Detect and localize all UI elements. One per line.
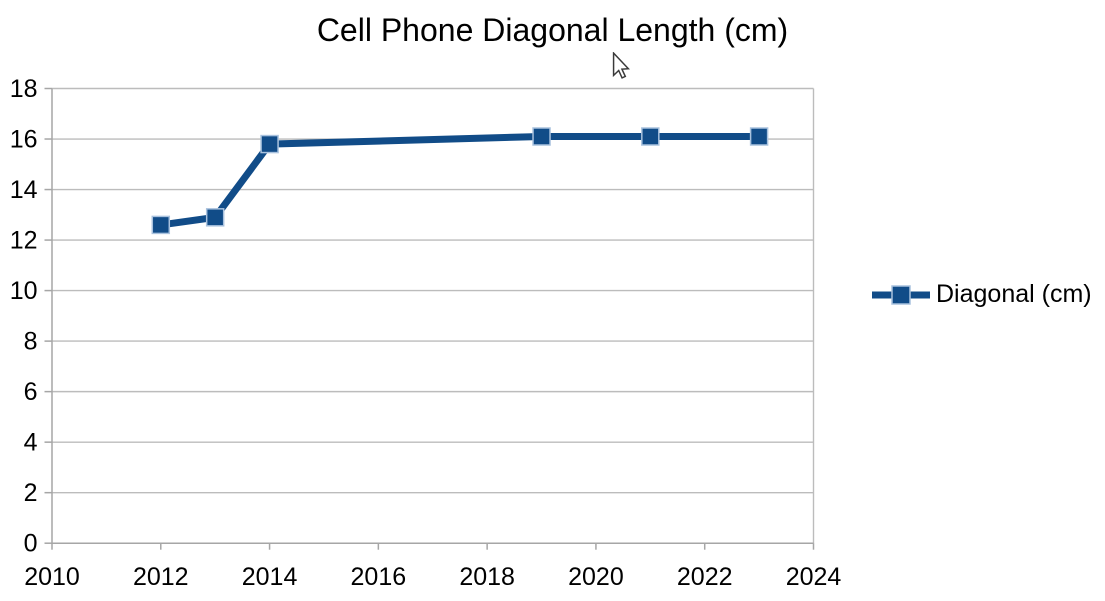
mouse-cursor-icon <box>612 52 630 79</box>
data-point-marker <box>260 134 279 154</box>
x-tick-label: 2016 <box>351 563 407 591</box>
x-tick-label: 2012 <box>133 563 189 591</box>
legend: Diagonal (cm) <box>872 280 1092 309</box>
y-tick-label: 0 <box>24 530 38 558</box>
data-point-marker <box>641 127 660 146</box>
y-tick-label: 12 <box>10 227 38 255</box>
y-tick-label: 16 <box>10 126 38 154</box>
legend-label: Diagonal (cm) <box>936 280 1092 308</box>
x-tick-label: 2022 <box>677 563 733 591</box>
x-tick-label: 2010 <box>24 563 80 591</box>
chart-title: Cell Phone Diagonal Length (cm) <box>316 12 789 48</box>
y-tick-label: 6 <box>24 378 38 406</box>
data-point-marker <box>205 208 225 227</box>
x-tick-label: 2024 <box>786 563 842 591</box>
y-tick-label: 18 <box>10 75 38 103</box>
y-tick-label: 4 <box>24 429 38 457</box>
data-point-marker <box>749 127 769 146</box>
y-tick-label: 10 <box>10 277 38 305</box>
data-point-marker <box>532 127 551 146</box>
x-tick-label: 2020 <box>568 563 624 591</box>
y-tick-label: 2 <box>24 479 38 507</box>
y-tick-label: 8 <box>24 328 38 356</box>
data-point-marker <box>151 215 171 235</box>
series-line <box>160 132 760 229</box>
legend-series-sample-icon <box>872 284 930 305</box>
x-tick-label: 2018 <box>459 563 515 591</box>
x-tick-label: 2014 <box>242 563 298 591</box>
y-tick-label: 14 <box>10 176 38 204</box>
